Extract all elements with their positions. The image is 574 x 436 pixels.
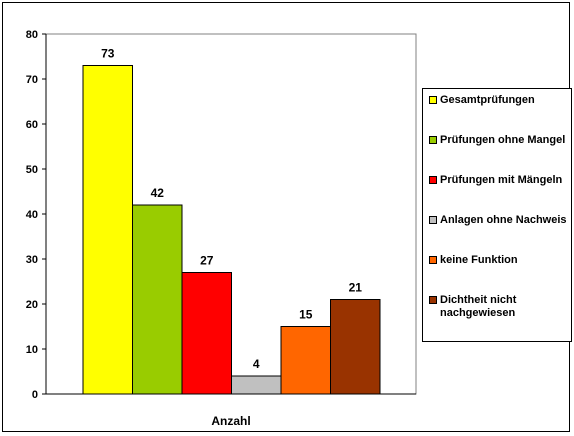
data-label-5: 15 bbox=[299, 308, 313, 322]
legend-label: Prüfungen mit Mängeln bbox=[440, 174, 563, 186]
legend-label: Gesamtprüfungen bbox=[440, 94, 535, 106]
legend-label: keine Funktion bbox=[440, 254, 518, 266]
y-tick-label: 70 bbox=[26, 74, 38, 86]
legend-label: Prüfungen ohne Mangel bbox=[440, 134, 566, 146]
legend-swatch bbox=[429, 256, 437, 264]
data-label-6: 21 bbox=[349, 281, 363, 295]
data-labels: 73 42 27 4 15 21 bbox=[101, 47, 362, 372]
y-tick-label: 80 bbox=[26, 29, 38, 41]
bar-3 bbox=[181, 272, 232, 395]
y-tick-label: 10 bbox=[26, 344, 38, 356]
legend: Gesamtprüfungen Prüfungen ohne Mangel Prüf… bbox=[422, 88, 572, 342]
y-tick-label: 0 bbox=[32, 389, 38, 401]
legend-swatch bbox=[429, 136, 437, 144]
bar-1 bbox=[82, 65, 133, 395]
y-tick-label: 40 bbox=[26, 209, 38, 221]
bar-6 bbox=[330, 299, 381, 395]
data-label-4: 4 bbox=[253, 357, 260, 371]
data-label-2: 42 bbox=[151, 186, 165, 200]
legend-swatch bbox=[429, 296, 437, 304]
data-label-1: 73 bbox=[101, 47, 115, 61]
legend-swatch bbox=[429, 176, 437, 184]
legend-item-2: Prüfungen ohne Mangel bbox=[429, 134, 569, 147]
data-label-3: 27 bbox=[200, 254, 214, 268]
bars bbox=[82, 65, 381, 395]
legend-item-1: Gesamtprüfungen bbox=[429, 94, 569, 107]
y-tick-label: 20 bbox=[26, 299, 38, 311]
legend-label: Dichtheit nicht nachgewiesen bbox=[440, 294, 517, 319]
legend-item-4: Anlagen ohne Nachweis bbox=[429, 214, 569, 227]
bar-2 bbox=[132, 204, 183, 395]
legend-item-6: Dichtheit nicht nachgewiesen bbox=[429, 294, 569, 320]
x-category-label: Anzahl bbox=[211, 414, 250, 428]
bar-4 bbox=[231, 375, 282, 395]
legend-swatch bbox=[429, 216, 437, 224]
legend-item-3: Prüfungen mit Mängeln bbox=[429, 174, 569, 187]
y-tick-label: 60 bbox=[26, 119, 38, 131]
bar-5 bbox=[280, 326, 331, 395]
y-tick-label: 30 bbox=[26, 254, 38, 266]
legend-item-5: keine Funktion bbox=[429, 254, 569, 267]
legend-label: Anlagen ohne Nachweis bbox=[440, 214, 567, 226]
legend-swatch bbox=[429, 96, 437, 104]
y-tick-label: 50 bbox=[26, 164, 38, 176]
